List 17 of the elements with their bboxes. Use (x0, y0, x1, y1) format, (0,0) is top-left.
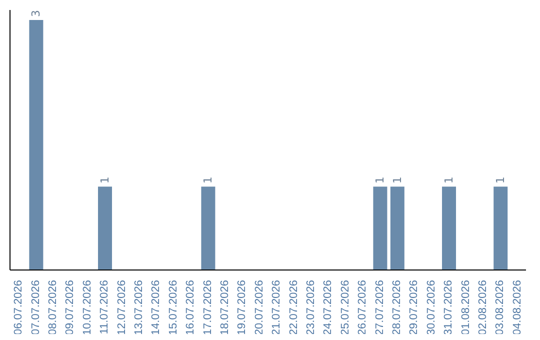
x-tick-label: 11.07.2026 (98, 280, 111, 334)
x-tick-label: 18.07.2026 (219, 280, 231, 336)
x-tick-label: 10.07.2026 (81, 280, 94, 336)
data-label: 1 (390, 176, 404, 184)
x-tick-label: 16.07.2026 (184, 280, 197, 336)
data-label: 1 (98, 176, 112, 184)
data-label: 1 (494, 176, 508, 184)
data-label: 1 (442, 176, 456, 184)
data-label: 3 (30, 10, 43, 17)
x-tick-label: 14.07.2026 (150, 280, 162, 336)
x-tick-label: 17.07.2026 (202, 280, 214, 336)
x-tick-label: 19.07.2026 (236, 280, 248, 336)
x-tick-label: 15.07.2026 (167, 280, 180, 336)
data-label: 1 (374, 176, 387, 184)
data-label: 1 (202, 176, 215, 184)
x-tick-label: 12.07.2026 (116, 280, 128, 336)
x-tick-label: 13.07.2026 (133, 280, 145, 336)
